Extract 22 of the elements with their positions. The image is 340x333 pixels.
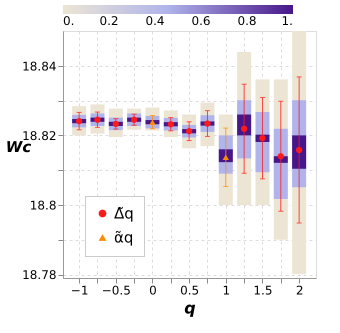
color-bar-label: 0.6 [191, 14, 211, 28]
x-axis-title: q [184, 298, 196, 318]
x-tick-label: 2 [296, 284, 304, 298]
y-tick-label: 18.78 [22, 268, 56, 282]
x-tick-label: 1 [222, 284, 230, 298]
legend-label: α̃q [114, 228, 134, 246]
color-bar-label: 0.4 [145, 14, 165, 28]
color-bar-label: 0.8 [237, 14, 257, 28]
y-tick-label: 18.8 [30, 198, 56, 212]
color-bar-label: 0.2 [99, 14, 119, 28]
x-tick-label: 0.5 [180, 284, 200, 298]
y-tick-label: 18.82 [22, 128, 56, 143]
x-tick-label: 0 [149, 284, 157, 298]
color-bar-label: 1. [282, 14, 293, 28]
color-bar-label: 0. [63, 14, 74, 28]
x-tick-label: −0.5 [102, 284, 131, 298]
legend-label: Δ̃q [114, 204, 134, 222]
x-tick-label: −1 [70, 284, 88, 298]
x-tick-label: 1.5 [253, 284, 273, 298]
point [240, 126, 248, 132]
y-tick-label: 18.84 [22, 59, 56, 74]
point [296, 146, 302, 154]
